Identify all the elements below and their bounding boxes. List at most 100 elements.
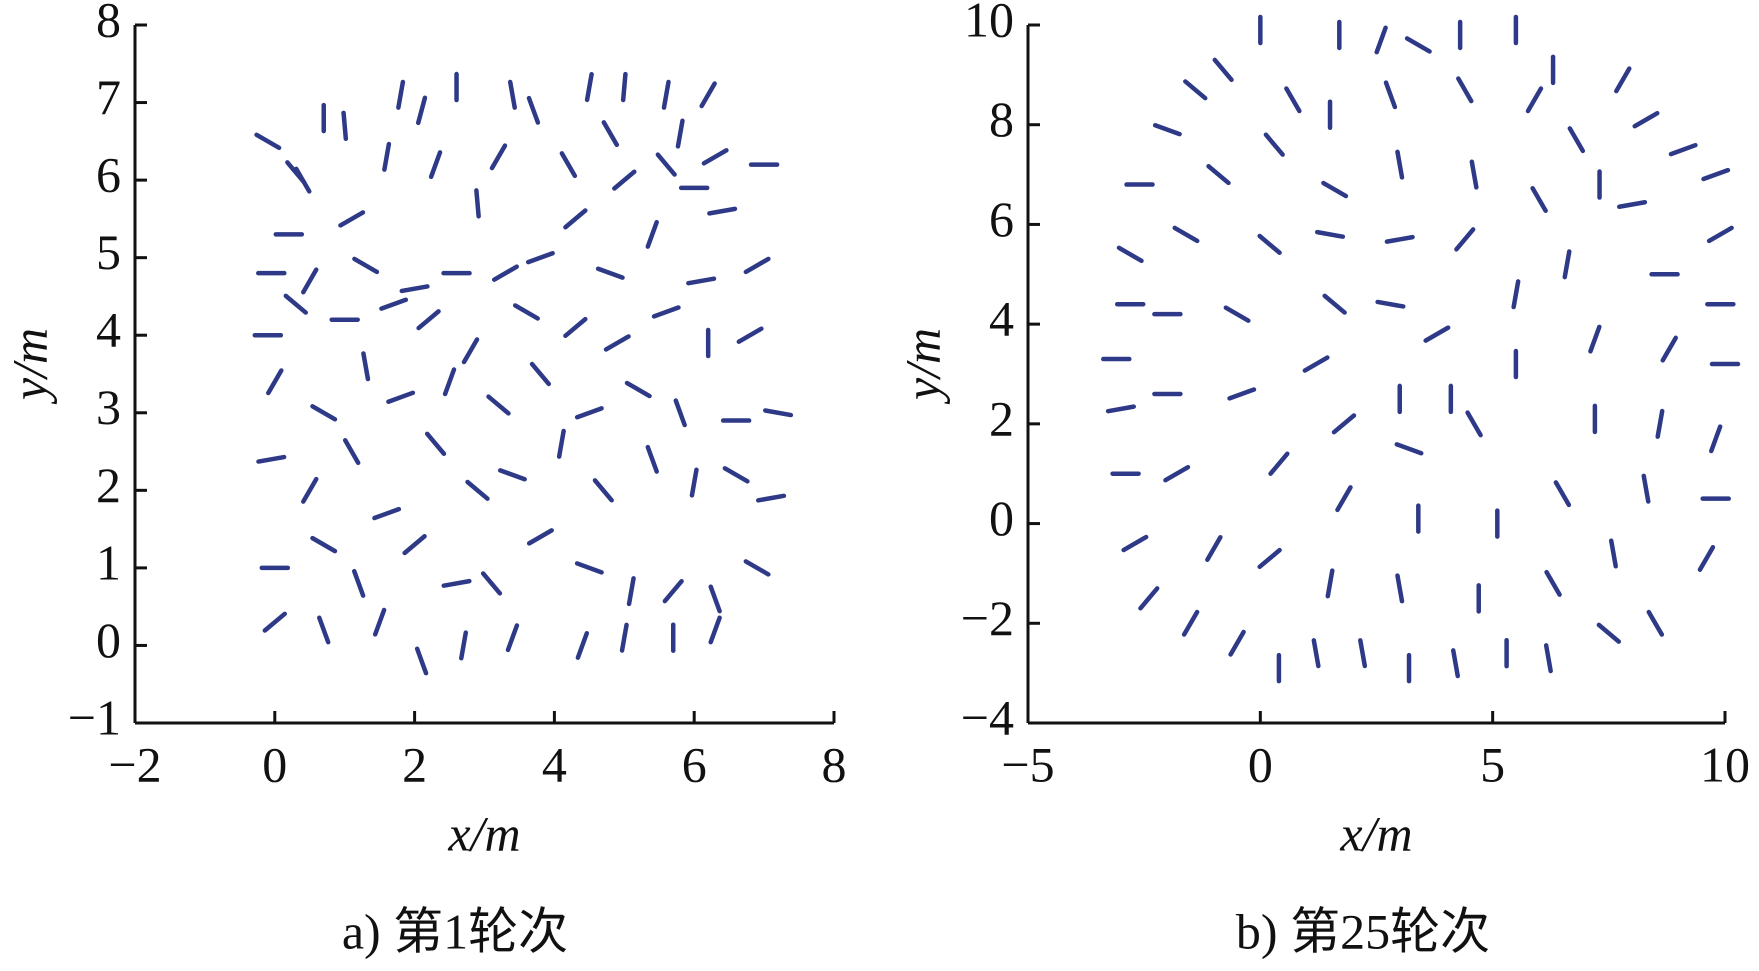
agent — [575, 630, 590, 660]
agent — [1383, 80, 1398, 110]
agent — [574, 561, 604, 575]
agent — [1456, 76, 1474, 104]
agent — [1668, 142, 1698, 157]
agent — [708, 615, 722, 645]
agent — [529, 361, 552, 387]
agent — [1562, 249, 1572, 280]
agent — [601, 120, 620, 148]
agent — [1395, 573, 1405, 604]
agent — [1596, 622, 1622, 644]
agent — [526, 528, 554, 546]
agent — [352, 256, 380, 275]
agent — [1706, 225, 1734, 244]
agent — [603, 334, 631, 352]
agent — [399, 284, 430, 294]
y-tick-label: 8 — [989, 91, 1014, 147]
agent — [441, 578, 472, 588]
agent — [563, 208, 588, 230]
agent — [1395, 149, 1405, 180]
agent — [414, 646, 429, 676]
agent — [1567, 126, 1586, 154]
y-tick-label: 1 — [96, 534, 121, 590]
agent — [1450, 648, 1461, 679]
agent — [1257, 547, 1282, 570]
x-tick-label: −5 — [1001, 736, 1054, 792]
agent — [1138, 586, 1160, 611]
agent — [574, 406, 604, 420]
agent — [699, 81, 717, 109]
agent — [1268, 451, 1290, 476]
agent — [722, 466, 750, 484]
agent — [310, 404, 338, 422]
agent — [310, 535, 338, 554]
agent — [256, 454, 287, 464]
caption: b) 第25轮次 — [1236, 903, 1490, 959]
agent — [386, 390, 416, 404]
y-tick-label: 10 — [964, 0, 1014, 47]
x-tick-label: 4 — [542, 736, 567, 792]
agent — [465, 479, 490, 501]
agent — [1553, 480, 1572, 508]
agent — [491, 264, 519, 282]
agent — [1511, 279, 1521, 310]
y-tick-label: 2 — [96, 457, 121, 513]
agent — [763, 408, 794, 418]
x-tick-label: −2 — [108, 736, 161, 792]
agent — [461, 337, 480, 365]
agent — [486, 394, 511, 416]
x-axis-label: x/m — [447, 805, 520, 861]
agent — [1525, 86, 1544, 114]
agent — [1325, 568, 1335, 599]
agent — [1697, 544, 1716, 572]
agent — [338, 210, 366, 228]
y-tick-label: 7 — [96, 69, 121, 125]
agent — [1302, 355, 1330, 373]
agent — [526, 95, 541, 125]
agent — [1641, 473, 1651, 504]
y-tick-label: 4 — [96, 302, 121, 358]
y-tick-label: 5 — [96, 224, 121, 280]
agent — [317, 615, 331, 645]
agent — [372, 607, 387, 637]
agent — [262, 611, 288, 633]
agent — [512, 303, 540, 321]
agent — [382, 141, 392, 172]
agent — [1465, 410, 1483, 438]
agent — [474, 188, 481, 219]
agent — [402, 534, 427, 556]
x-tick-label: 0 — [1248, 736, 1273, 792]
y-tick-label: 0 — [96, 612, 121, 668]
y-tick-label: 4 — [989, 291, 1014, 347]
agent — [1709, 424, 1723, 454]
agent — [1701, 167, 1731, 182]
agent — [661, 79, 671, 110]
agent — [1181, 609, 1200, 637]
agent — [1311, 638, 1321, 669]
agent — [1314, 229, 1346, 239]
agent — [1423, 325, 1451, 343]
agent — [686, 276, 717, 286]
agent — [1163, 464, 1191, 483]
agent — [1358, 638, 1368, 669]
agent — [1212, 57, 1234, 83]
x-tick-label: 8 — [822, 736, 847, 792]
agent — [1206, 163, 1231, 186]
agent — [1284, 86, 1302, 114]
caption: a) 第1轮次 — [342, 903, 568, 959]
agent — [341, 110, 349, 142]
agent — [294, 166, 312, 194]
agent — [1331, 413, 1357, 435]
y-tick-label: −1 — [68, 689, 121, 745]
y-tick-label: 6 — [989, 191, 1014, 247]
agent — [1375, 299, 1406, 309]
agent — [1105, 404, 1136, 414]
agent — [1183, 79, 1208, 101]
agent — [1335, 485, 1353, 513]
agent — [1394, 442, 1424, 456]
agent — [507, 79, 517, 110]
y-tick-label: 8 — [96, 0, 121, 47]
x-tick-label: 5 — [1480, 736, 1505, 792]
agent — [505, 623, 520, 653]
